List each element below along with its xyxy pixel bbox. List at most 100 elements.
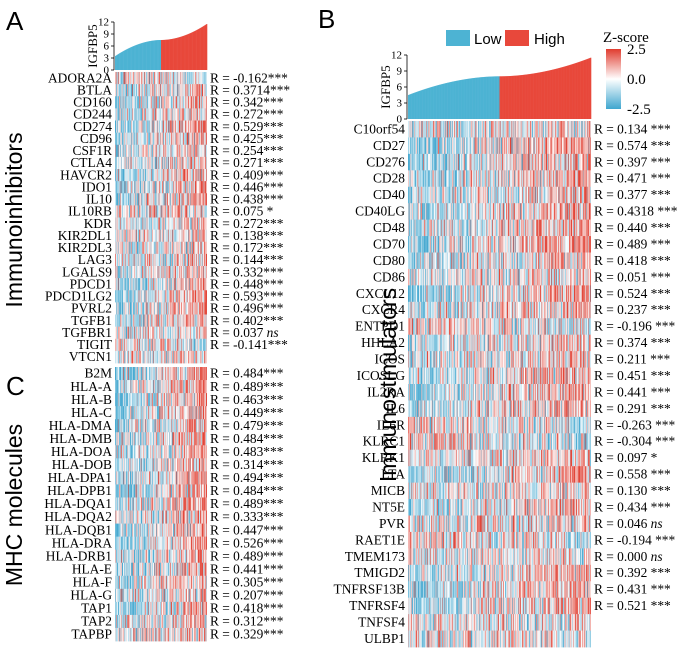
- bar-high: [542, 71, 544, 119]
- bar-high: [503, 76, 505, 119]
- heatmap-row: [115, 205, 207, 218]
- bar-high: [169, 39, 170, 70]
- bar-low: [428, 87, 430, 119]
- bar-low: [115, 55, 117, 70]
- r-value-label: R = 0.342***: [210, 95, 284, 110]
- heatmap-row: [408, 597, 591, 615]
- bar-axis-tick-label: 3: [397, 98, 403, 110]
- bar-low: [117, 54, 119, 70]
- bar-low: [465, 79, 467, 119]
- gene-label: CD86: [373, 269, 405, 284]
- bar-low: [437, 85, 439, 119]
- bar-high: [563, 66, 565, 119]
- bar-low: [125, 49, 127, 70]
- r-value-label: R = 0.446***: [210, 179, 284, 194]
- heatmap-row: [115, 108, 207, 121]
- bar-high: [184, 35, 185, 70]
- bar-low: [152, 40, 154, 70]
- bar-low: [484, 76, 486, 119]
- legend-swatch-high: [505, 30, 529, 46]
- bar-high: [501, 76, 503, 119]
- bar-high: [550, 70, 552, 119]
- bar-high: [588, 58, 590, 119]
- bar-low: [146, 41, 148, 70]
- bar-high: [177, 37, 178, 70]
- bar-low: [129, 47, 131, 70]
- bar-low: [462, 79, 464, 119]
- bar-low: [159, 40, 161, 70]
- r-value-label: R = 0.037 ns: [210, 325, 279, 340]
- bar-high: [181, 36, 182, 70]
- bar-low: [451, 81, 453, 119]
- bar-low: [496, 76, 498, 119]
- bar-low: [487, 76, 489, 119]
- r-value-label: R = -0.263 ***: [594, 417, 676, 432]
- bar-low: [133, 46, 135, 70]
- bar-low: [411, 93, 412, 119]
- r-value-label: R = 0.524 ***: [594, 286, 671, 301]
- gene-label: HLA-F: [73, 574, 112, 589]
- heatmap-row: [408, 515, 591, 533]
- bar-high: [530, 73, 532, 119]
- bar-axis-tick-label: 3: [104, 53, 110, 65]
- bar-low: [116, 55, 118, 70]
- r-value-label: R = 0.526***: [210, 535, 284, 550]
- r-value-label: R = 0.377 ***: [594, 187, 671, 202]
- heatmap-row: [408, 121, 591, 138]
- bar-low: [415, 92, 417, 119]
- r-value-label: R = 0.425***: [210, 131, 284, 146]
- gene-label: PDCD1LG2: [45, 289, 112, 304]
- bar-high: [188, 33, 189, 70]
- heatmap-row: [115, 432, 207, 446]
- r-value-label: R = 0.254***: [210, 143, 284, 158]
- r-value-label: R = 0.4318 ***: [594, 204, 678, 219]
- gene-label: RAET1E: [355, 532, 405, 547]
- r-value-label: R = 0.434 ***: [594, 499, 671, 514]
- bar-low: [155, 40, 157, 70]
- bar-low: [418, 90, 420, 119]
- heatmap-row: [115, 326, 207, 340]
- gene-label: TAP1: [81, 601, 112, 616]
- bar-high: [578, 62, 580, 119]
- bar-low: [424, 89, 426, 119]
- heatmap-row: [408, 449, 591, 467]
- bar-high: [182, 36, 184, 70]
- gene-label: HLA-DRB1: [46, 548, 112, 563]
- bar-low: [447, 82, 449, 119]
- bar-high: [569, 64, 571, 119]
- bar-high: [565, 66, 567, 119]
- bar-high: [570, 64, 572, 119]
- heatmap-row: [408, 531, 591, 549]
- bar-low: [475, 77, 477, 119]
- heatmap-row: [408, 318, 591, 336]
- bar-high: [517, 75, 519, 119]
- bar-low: [439, 84, 441, 119]
- bar-high: [581, 61, 583, 119]
- gene-label: CTLA4: [70, 155, 112, 170]
- bar-low: [479, 77, 481, 119]
- gene-label: HLA-DQB1: [45, 522, 112, 537]
- bar-high: [573, 63, 575, 119]
- bar-high: [562, 66, 564, 119]
- bar-low: [498, 76, 500, 119]
- bar-high: [181, 36, 183, 70]
- bar-high: [512, 75, 514, 119]
- bar-low: [128, 48, 130, 70]
- r-value-label: R = 0.440 ***: [594, 220, 671, 235]
- bar-high: [555, 68, 556, 119]
- r-value-label: R = 0.484***: [210, 366, 284, 381]
- r-value-label: R = 0.494***: [210, 470, 284, 485]
- bar-high: [175, 38, 177, 70]
- gene-label: TAP2: [81, 614, 112, 629]
- bar-low: [408, 95, 409, 119]
- bar-low: [420, 90, 422, 119]
- heatmap-row: [115, 406, 207, 420]
- heatmap-row: [408, 285, 591, 303]
- r-value-label: R = 0.075 *: [210, 204, 274, 219]
- bar-low: [152, 40, 154, 70]
- heatmap-row: [115, 290, 207, 303]
- bar-high: [553, 69, 555, 119]
- bar-high: [545, 71, 547, 119]
- r-value-label: R = 0.558 ***: [594, 467, 671, 482]
- bar-low: [426, 88, 428, 119]
